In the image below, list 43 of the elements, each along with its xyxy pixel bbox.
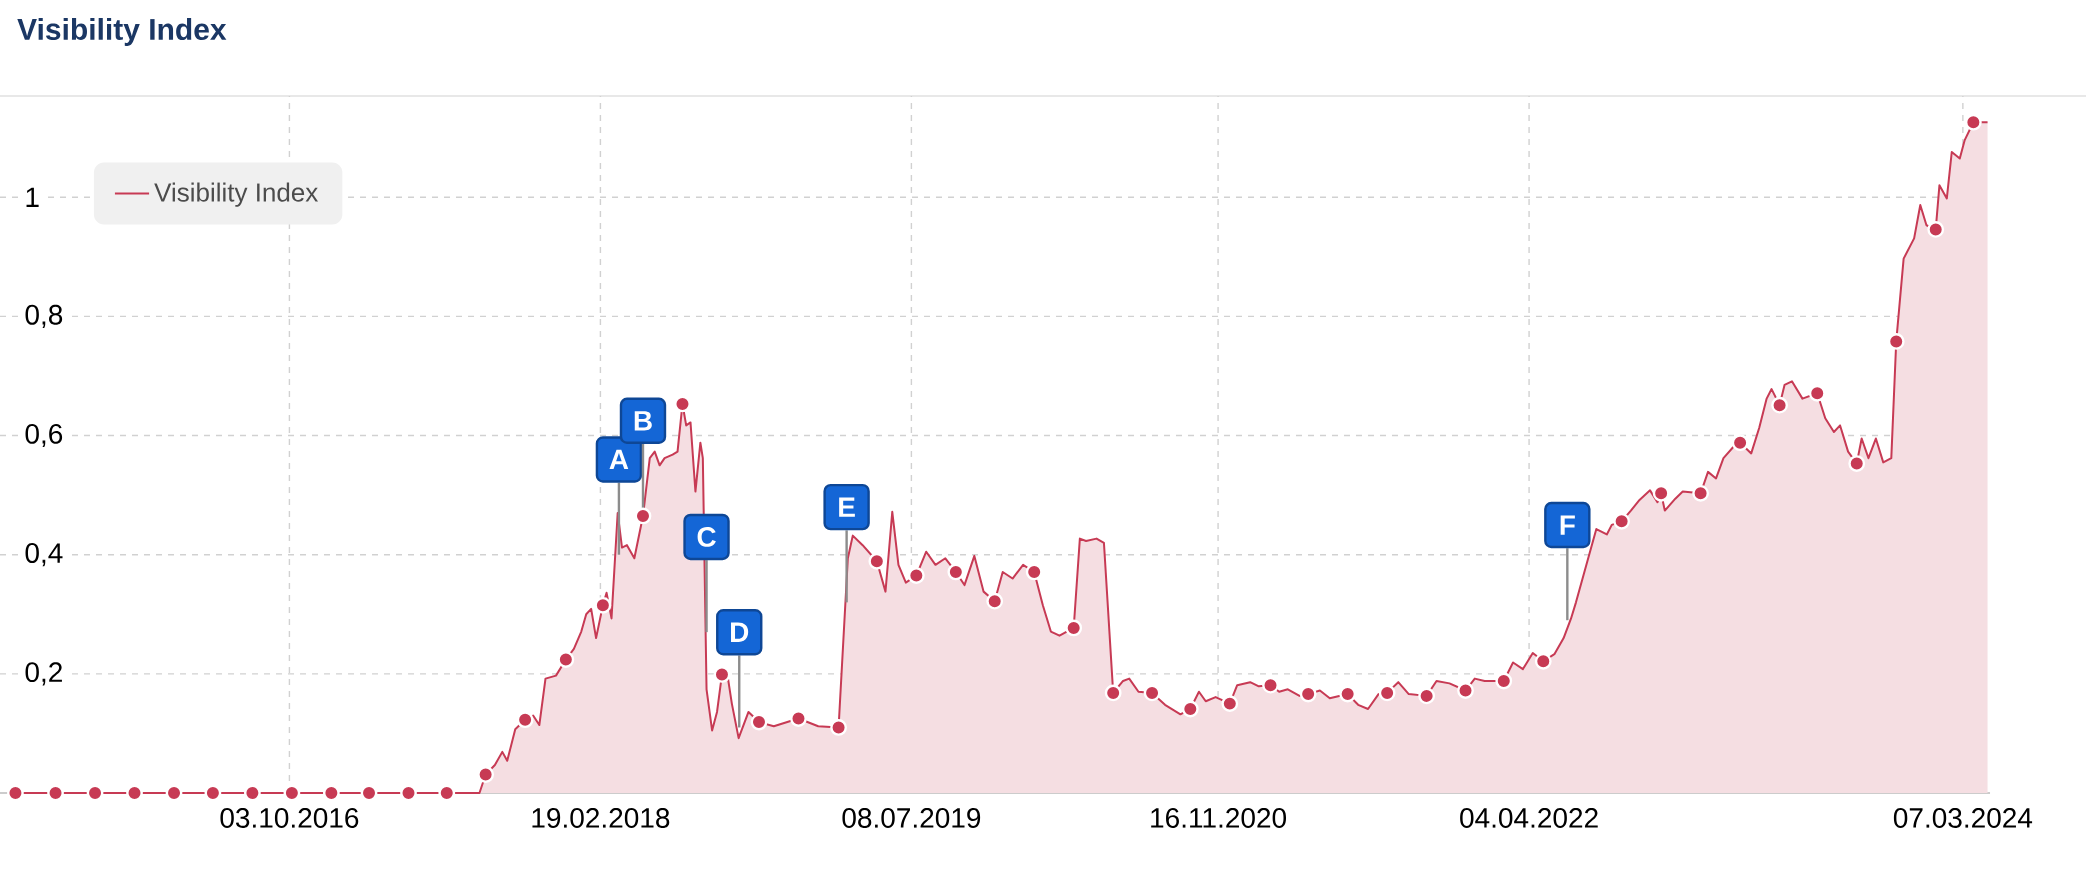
annotation: C (697, 527, 716, 547)
y-tick-label: 1 (26, 187, 39, 207)
point (1181, 700, 1199, 718)
point (1378, 684, 1396, 702)
point (1927, 221, 1945, 238)
x-tick-label: 03.10.2016 (220, 808, 359, 828)
point (1457, 682, 1474, 699)
x-tick-label: 04.04.2022 (1460, 808, 1598, 828)
point (986, 592, 1004, 610)
y-tick-label: 0,2 (25, 662, 62, 686)
annotation: E (839, 497, 855, 517)
point (1104, 684, 1122, 702)
chart-title: Visibility Index (17, 18, 227, 46)
x-tick-label: 07.03.2024 (1893, 808, 2033, 828)
point (557, 651, 575, 668)
point (477, 766, 495, 783)
point (516, 711, 534, 729)
y-tick-label: 0,6 (25, 423, 63, 448)
point (790, 710, 807, 727)
point (1731, 434, 1749, 452)
point (1613, 512, 1631, 530)
point (1692, 484, 1710, 502)
point (1221, 695, 1239, 713)
y-tick-label: 0,8 (25, 304, 63, 328)
point (1848, 455, 1866, 472)
point (830, 719, 847, 736)
x-tick-label: 16.11.2020 (1151, 808, 1287, 828)
annotation: F (1560, 515, 1575, 535)
point (1495, 672, 1513, 690)
annotation: D (731, 622, 749, 642)
point (594, 596, 612, 614)
point (1065, 619, 1083, 637)
point (907, 567, 925, 584)
point (713, 666, 731, 683)
point (750, 713, 768, 731)
annotation: A (609, 449, 629, 470)
x-tick-label: 08.07.2019 (842, 808, 981, 828)
legend-label: Visibility Index (154, 182, 319, 207)
annotation: B (634, 411, 652, 431)
x-tick-label: 19.02.2018 (532, 808, 670, 828)
y-tick-label: 0,4 (25, 543, 63, 567)
point (1771, 396, 1789, 414)
point (1418, 687, 1436, 705)
